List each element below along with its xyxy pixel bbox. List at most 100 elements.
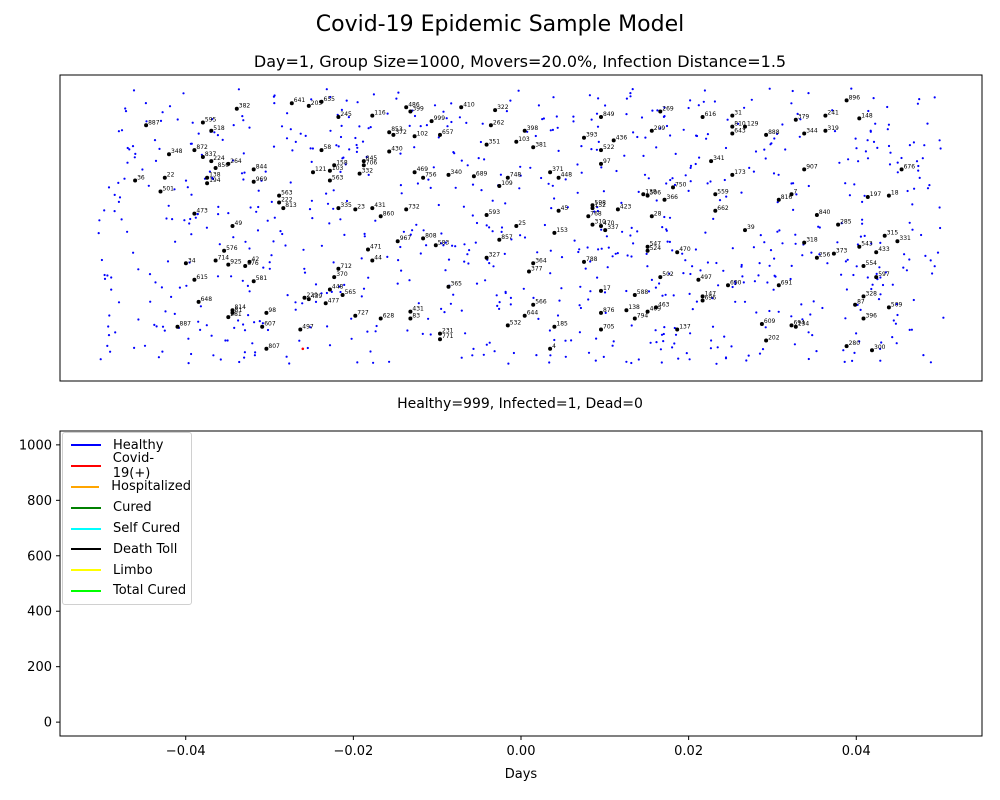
mover-point	[599, 288, 603, 293]
healthy-point	[658, 282, 661, 285]
mover-point-label: 337	[607, 224, 619, 231]
healthy-point	[661, 294, 664, 297]
mover-point	[802, 131, 807, 136]
mover-point-label: 134	[798, 321, 810, 328]
healthy-point	[257, 189, 260, 192]
mover-point	[814, 255, 819, 260]
healthy-point	[338, 285, 341, 288]
mover-point-label: 999	[434, 115, 446, 122]
healthy-point	[655, 341, 658, 344]
healthy-point	[243, 329, 247, 332]
mover-point-label: 439	[311, 293, 323, 300]
mover-point	[730, 113, 735, 118]
healthy-point	[468, 249, 471, 252]
healthy-point	[590, 118, 593, 121]
mover-point	[370, 113, 375, 118]
x-tick-label: −0.04	[166, 744, 206, 759]
mover-point-label: 364	[535, 257, 547, 264]
healthy-point	[723, 335, 726, 338]
healthy-point	[493, 350, 496, 353]
healthy-point	[243, 356, 246, 359]
healthy-point	[691, 308, 694, 311]
mover-point	[802, 167, 807, 172]
healthy-point	[117, 301, 121, 304]
healthy-point	[113, 193, 116, 196]
healthy-point	[369, 350, 372, 353]
healthy-point	[254, 351, 257, 354]
healthy-point	[938, 139, 941, 142]
healthy-point	[442, 110, 445, 113]
mover-point	[327, 287, 332, 292]
healthy-point	[464, 332, 467, 335]
mover-point	[162, 175, 167, 180]
healthy-point	[723, 178, 726, 182]
mover-point-label: 109	[501, 180, 513, 187]
healthy-point	[855, 265, 858, 268]
mover-point	[743, 124, 747, 129]
healthy-point	[572, 120, 575, 123]
healthy-point	[725, 195, 728, 198]
healthy-point	[433, 104, 437, 107]
mover-point	[497, 237, 502, 242]
healthy-point	[159, 119, 163, 122]
healthy-point	[896, 171, 899, 174]
y-tick-label: 400	[27, 605, 52, 620]
mover-point-label: 365	[451, 281, 463, 288]
healthy-point	[248, 247, 251, 250]
healthy-point	[399, 184, 402, 187]
healthy-point	[372, 93, 375, 96]
mover-point	[336, 115, 341, 119]
healthy-point	[647, 290, 651, 293]
status-line: Healthy=999, Infected=1, Dead=0	[397, 396, 643, 412]
mover-point	[615, 207, 620, 212]
healthy-point	[242, 152, 245, 155]
healthy-point	[773, 137, 776, 140]
mover-point	[438, 337, 442, 342]
healthy-point	[872, 140, 876, 143]
healthy-point	[536, 251, 539, 254]
healthy-point	[864, 150, 868, 153]
mover-point-label: 563	[332, 175, 344, 182]
healthy-point	[596, 206, 599, 209]
healthy-point	[887, 123, 891, 126]
healthy-point	[532, 296, 535, 299]
healthy-point	[399, 152, 402, 155]
healthy-point	[936, 251, 940, 254]
mover-point-label: 595	[205, 117, 217, 124]
healthy-point	[213, 131, 216, 134]
healthy-point	[272, 240, 275, 243]
mover-point	[226, 161, 231, 166]
mover-point-label: 696	[705, 295, 717, 302]
healthy-point	[188, 261, 191, 264]
line-plot-frame	[59, 430, 983, 737]
mover-point-label: 229	[307, 292, 319, 299]
healthy-point	[577, 250, 580, 254]
mover-point	[624, 308, 629, 313]
healthy-point	[248, 126, 251, 129]
mover-point	[323, 301, 328, 306]
mover-point-label: 23	[357, 203, 365, 210]
healthy-point	[126, 230, 129, 233]
healthy-point	[704, 231, 707, 234]
healthy-point	[807, 184, 810, 188]
healthy-point	[519, 165, 522, 168]
healthy-point	[218, 243, 221, 246]
healthy-point	[449, 302, 452, 305]
healthy-point	[309, 326, 312, 329]
healthy-point	[665, 124, 669, 128]
mover-point-label: 382	[239, 103, 251, 110]
healthy-point	[566, 206, 569, 209]
mover-point	[789, 323, 794, 328]
healthy-point	[764, 157, 767, 160]
mover-point-label: 138	[628, 304, 640, 311]
mover-point-label: 44	[374, 255, 382, 262]
healthy-point	[344, 163, 347, 166]
healthy-point	[572, 115, 575, 118]
healthy-point	[859, 308, 862, 311]
healthy-point	[817, 225, 820, 228]
healthy-point	[630, 361, 633, 365]
mover-point	[281, 206, 286, 211]
mover-point	[789, 192, 794, 197]
legend-entry: Total Cured	[63, 581, 191, 602]
mover-point-label: 690	[730, 279, 742, 286]
